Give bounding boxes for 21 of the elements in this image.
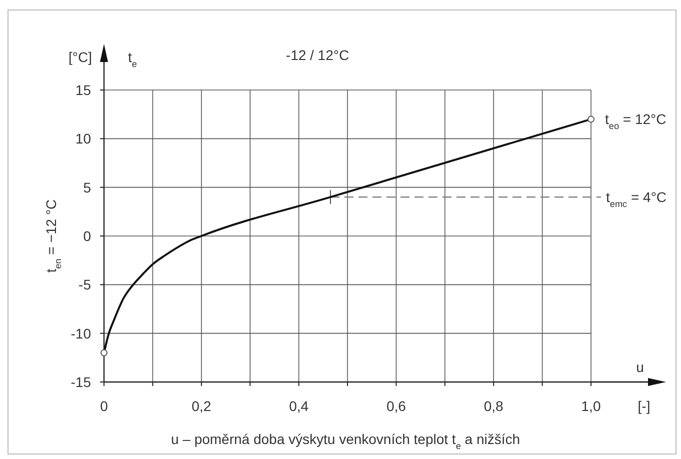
annotation: t$_{eo}$ = 12°C	[605, 111, 666, 132]
y-tick-label: 5	[83, 179, 92, 196]
y-tick-label: -10	[70, 325, 92, 342]
x-tick-label: 0,6	[386, 398, 406, 414]
x-tick-label: 0,4	[289, 398, 309, 414]
x-tick-label: 0	[100, 398, 108, 414]
text: [-]	[638, 398, 650, 414]
x-tick-label: 1,0	[581, 398, 601, 414]
y-axis-title: [°C]	[68, 49, 92, 65]
y-tick-label: -5	[78, 276, 92, 293]
chart-title: -12 / 12°C	[286, 47, 350, 63]
y-tick-label: 15	[75, 82, 92, 98]
x-tick-label: 0,2	[192, 398, 212, 414]
text: u	[636, 359, 644, 375]
y-tick-label: 10	[75, 130, 92, 147]
x-axis-title: u – poměrná doba výskytu venkovních teplot t$_{e}$ a nižších	[170, 431, 520, 451]
ref-line-label: t$_{emc}$ = 4°C	[606, 189, 667, 210]
x-tick-label: 0,8	[484, 398, 504, 414]
y-tick-label: -15	[70, 374, 92, 390]
y-tick-label: 0	[83, 228, 92, 244]
text: t$_{e}$	[128, 49, 137, 69]
